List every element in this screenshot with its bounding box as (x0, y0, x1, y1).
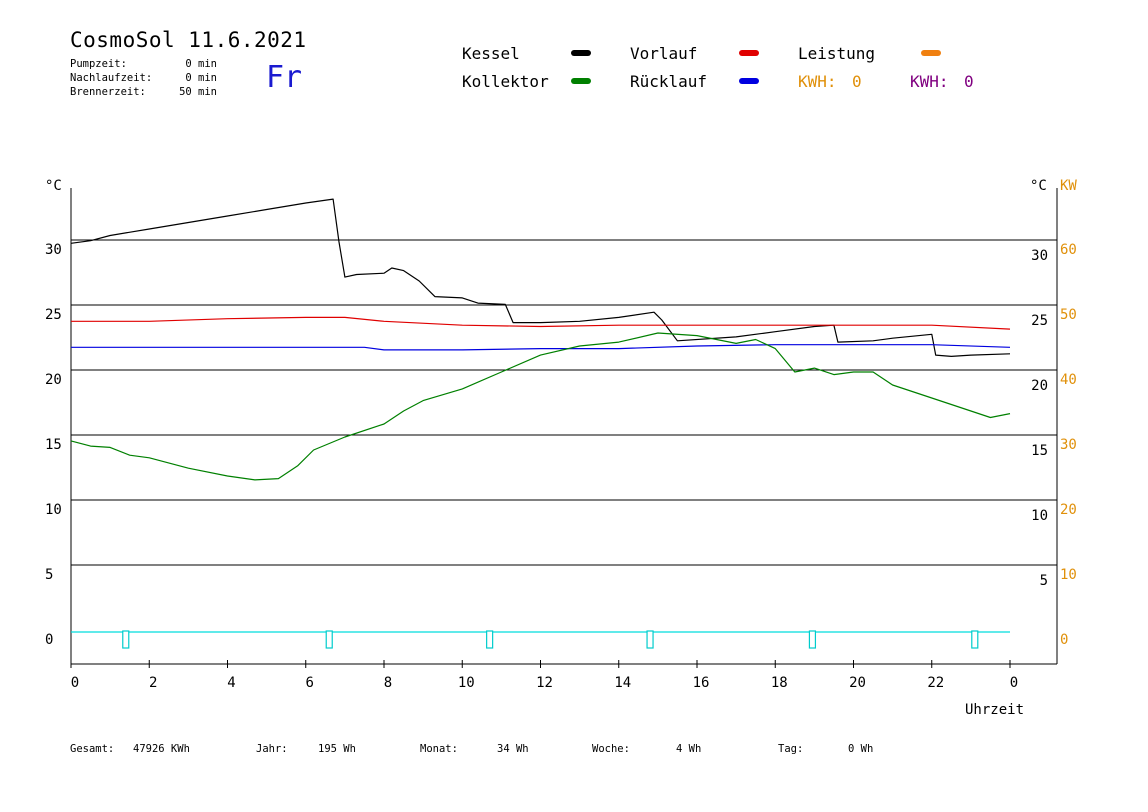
y-tick-label-right-power: 10 (1060, 567, 1077, 583)
pump-marker (808, 630, 817, 649)
y-tick-label-right-temp: 30 (1031, 248, 1048, 264)
legend-leistung-swatch (921, 50, 941, 56)
y-tick-label-left: 5 (45, 567, 53, 583)
legend-vorlauf-label: Vorlauf (630, 44, 698, 63)
kwh-orange-label: KWH: (798, 72, 837, 91)
x-tick-label: 12 (536, 675, 553, 691)
legend-kollektor-label: Kollektor (462, 72, 549, 91)
y-tick-label-right-power: 20 (1060, 502, 1077, 518)
x-tick-label: 18 (771, 675, 788, 691)
y-tick-label-right-power: 50 (1060, 307, 1077, 323)
y-tick-label-left: 15 (45, 437, 62, 453)
y-unit-right-power: KW (1060, 178, 1077, 194)
legend-leistung-label: Leistung (798, 44, 876, 63)
y-tick-label-right-power: 60 (1060, 242, 1077, 258)
y-tick-label-left: 25 (45, 307, 62, 323)
tag-label: Tag: (778, 743, 804, 755)
legend-kessel-label: Kessel (462, 44, 520, 63)
pump-marker (325, 630, 333, 649)
x-tick-label: 2 (149, 675, 157, 691)
x-tick-label: 4 (227, 675, 235, 691)
series-line-kessel (70, 198, 1011, 357)
woche-label: Woche: (592, 743, 630, 755)
nachlaufzeit-label: Nachlaufzeit: (70, 72, 153, 84)
y-tick-label-right-power: 40 (1060, 372, 1077, 388)
brennerzeit-value: 50 min (179, 86, 217, 98)
y-tick-label-left: 20 (45, 372, 62, 388)
gesamt-label: Gesamt: (70, 743, 115, 755)
y-unit-right-temp: °C (1030, 178, 1047, 194)
tag-value: 0 Wh (848, 743, 874, 755)
y-tick-label-right-power: 0 (1060, 632, 1068, 648)
monat-label: Monat: (420, 743, 458, 755)
kwh-purple-value: 0 (964, 72, 974, 91)
pump-marker (122, 630, 130, 649)
pump-marker (971, 630, 979, 649)
x-tick-label: 20 (849, 675, 866, 691)
x-tick-label: 8 (384, 675, 392, 691)
y-tick-label-right-temp: 15 (1031, 443, 1048, 459)
x-tick-label: 0 (1010, 675, 1018, 691)
nachlaufzeit-value: 0 min (185, 72, 217, 84)
pumpzeit-label: Pumpzeit: (70, 58, 127, 70)
y-tick-label-left: 30 (45, 242, 62, 258)
kwh-purple-label: KWH: (910, 72, 949, 91)
x-tick-label: 22 (927, 675, 944, 691)
y-tick-label-left: 10 (45, 502, 62, 518)
jahr-value: 195 Wh (318, 743, 356, 755)
weekday-label: Fr (266, 60, 303, 95)
legend-ruecklauf-swatch (739, 78, 759, 84)
pump-marker (646, 630, 654, 649)
gesamt-value: 47926 KWh (133, 743, 190, 755)
series-line-kollektor (70, 332, 1011, 481)
series-line-vorlauf (71, 316, 1011, 330)
x-tick-label: 14 (614, 675, 631, 691)
series-line-rcklauf (71, 344, 1011, 351)
y-tick-label-right-temp: 20 (1031, 378, 1048, 394)
y-unit-left: °C (45, 178, 62, 194)
x-tick-label: 6 (306, 675, 314, 691)
monat-value: 34 Wh (497, 743, 529, 755)
legend-kessel-swatch (571, 50, 591, 56)
jahr-label: Jahr: (256, 743, 288, 755)
x-axis-title: Uhrzeit (965, 702, 1024, 718)
y-tick-label-left: 0 (45, 632, 53, 648)
y-tick-label-right-temp: 5 (1040, 573, 1048, 589)
y-tick-label-right-power: 30 (1060, 437, 1077, 453)
pumpzeit-value: 0 min (185, 58, 217, 70)
legend-vorlauf-swatch (739, 50, 759, 56)
x-tick-label: 0 (71, 675, 79, 691)
kwh-orange-value: 0 (852, 72, 862, 91)
x-tick-label: 10 (458, 675, 475, 691)
legend-ruecklauf-label: Rücklauf (630, 72, 708, 91)
page-title: CosmoSol 11.6.2021 (70, 28, 307, 52)
x-tick-label: 16 (693, 675, 710, 691)
y-tick-label-right-temp: 25 (1031, 313, 1048, 329)
y-tick-label-right-temp: 10 (1031, 508, 1048, 524)
woche-value: 4 Wh (676, 743, 702, 755)
legend-kollektor-swatch (571, 78, 591, 84)
brennerzeit-label: Brennerzeit: (70, 86, 146, 98)
pump-marker (486, 630, 494, 649)
